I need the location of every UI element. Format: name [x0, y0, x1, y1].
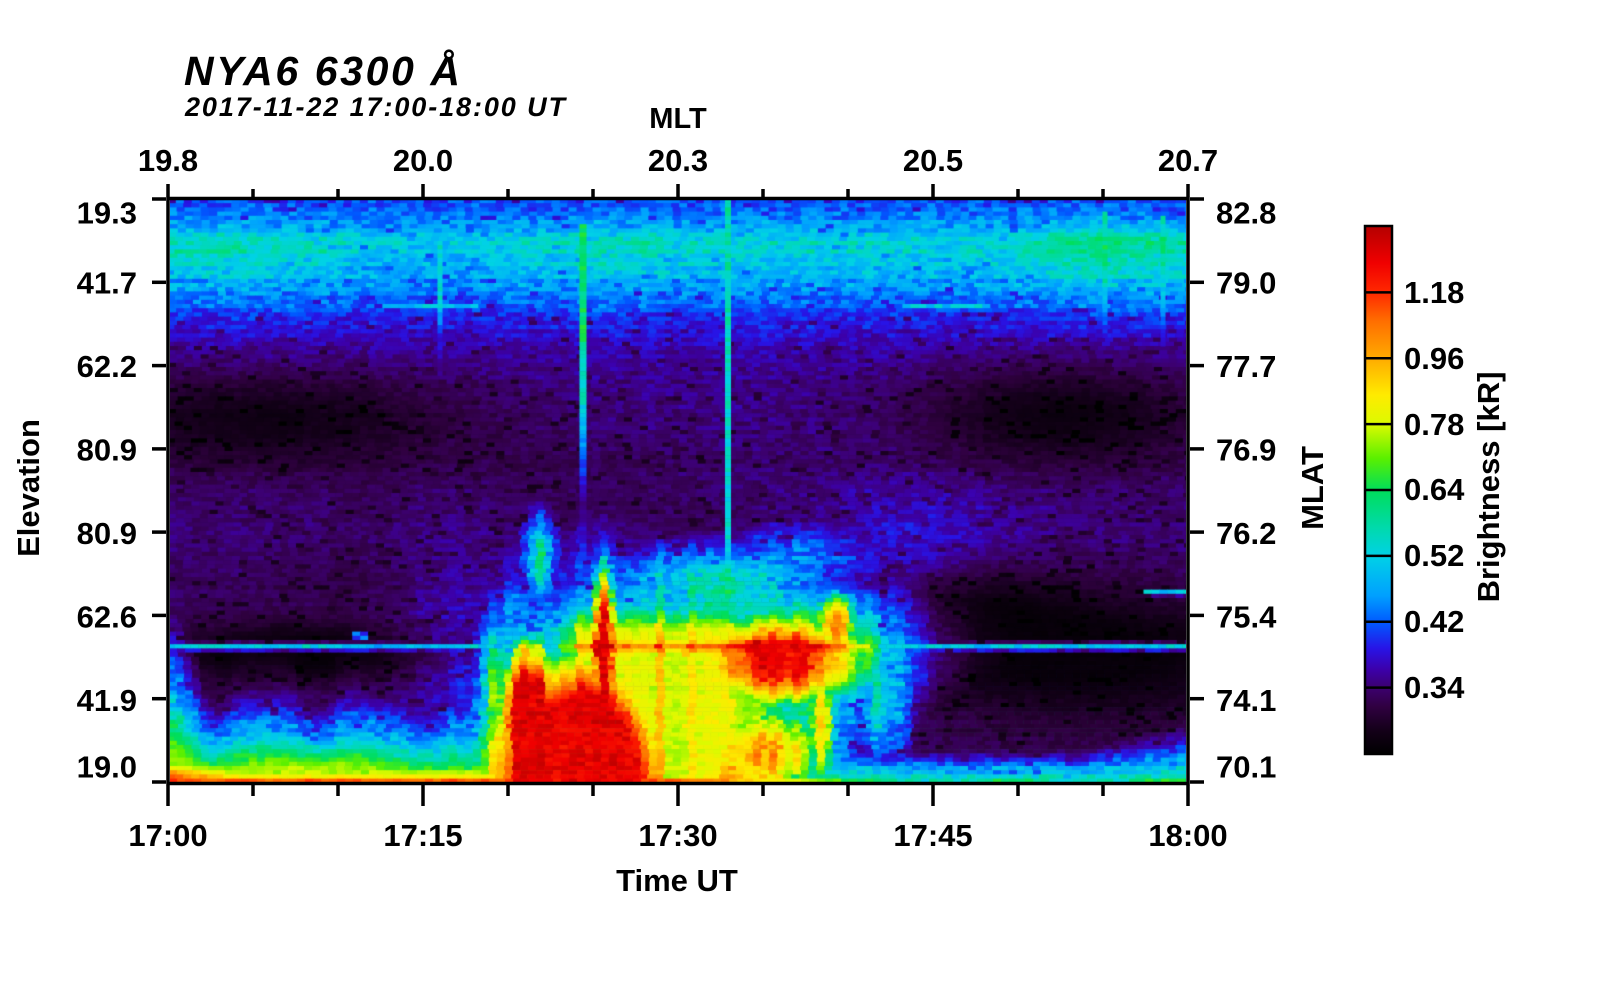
svg-text:17:00: 17:00 — [128, 818, 207, 853]
svg-text:19.8: 19.8 — [138, 143, 198, 178]
svg-text:MLAT: MLAT — [1295, 446, 1330, 530]
svg-text:82.8: 82.8 — [1216, 196, 1276, 231]
svg-text:1.18: 1.18 — [1404, 275, 1464, 310]
svg-text:20.3: 20.3 — [648, 143, 708, 178]
svg-text:41.9: 41.9 — [77, 683, 137, 718]
svg-text:0.96: 0.96 — [1404, 341, 1464, 376]
svg-text:Time UT: Time UT — [616, 863, 738, 898]
svg-text:80.9: 80.9 — [77, 433, 137, 468]
svg-text:2017-11-22 17:00-18:00 UT: 2017-11-22 17:00-18:00 UT — [184, 92, 568, 122]
svg-text:NYA6 6300 Å: NYA6 6300 Å — [184, 48, 460, 94]
svg-text:79.0: 79.0 — [1216, 266, 1276, 301]
svg-text:17:30: 17:30 — [638, 818, 717, 853]
svg-text:MLT: MLT — [649, 103, 707, 135]
svg-text:20.5: 20.5 — [903, 143, 963, 178]
svg-text:Brightness [kR]: Brightness [kR] — [1471, 372, 1506, 603]
svg-text:0.52: 0.52 — [1404, 538, 1464, 573]
svg-text:19.3: 19.3 — [77, 196, 137, 231]
svg-text:80.9: 80.9 — [77, 516, 137, 551]
svg-text:74.1: 74.1 — [1216, 683, 1276, 718]
svg-text:0.78: 0.78 — [1404, 407, 1464, 442]
svg-text:75.4: 75.4 — [1216, 600, 1277, 635]
svg-text:76.9: 76.9 — [1216, 433, 1276, 468]
svg-text:17:45: 17:45 — [893, 818, 972, 853]
svg-text:0.42: 0.42 — [1404, 604, 1464, 639]
svg-text:0.34: 0.34 — [1404, 670, 1465, 705]
svg-text:20.7: 20.7 — [1158, 143, 1218, 178]
svg-text:0.64: 0.64 — [1404, 472, 1465, 507]
svg-text:20.0: 20.0 — [393, 143, 453, 178]
svg-text:76.2: 76.2 — [1216, 516, 1276, 551]
svg-text:Elevation: Elevation — [11, 419, 46, 557]
svg-text:62.2: 62.2 — [77, 349, 137, 384]
svg-text:70.1: 70.1 — [1216, 750, 1276, 785]
svg-text:77.7: 77.7 — [1216, 349, 1276, 384]
svg-text:19.0: 19.0 — [77, 750, 137, 785]
svg-text:18:00: 18:00 — [1148, 818, 1227, 853]
svg-text:62.6: 62.6 — [77, 600, 137, 635]
svg-text:17:15: 17:15 — [383, 818, 462, 853]
svg-text:41.7: 41.7 — [77, 266, 137, 301]
